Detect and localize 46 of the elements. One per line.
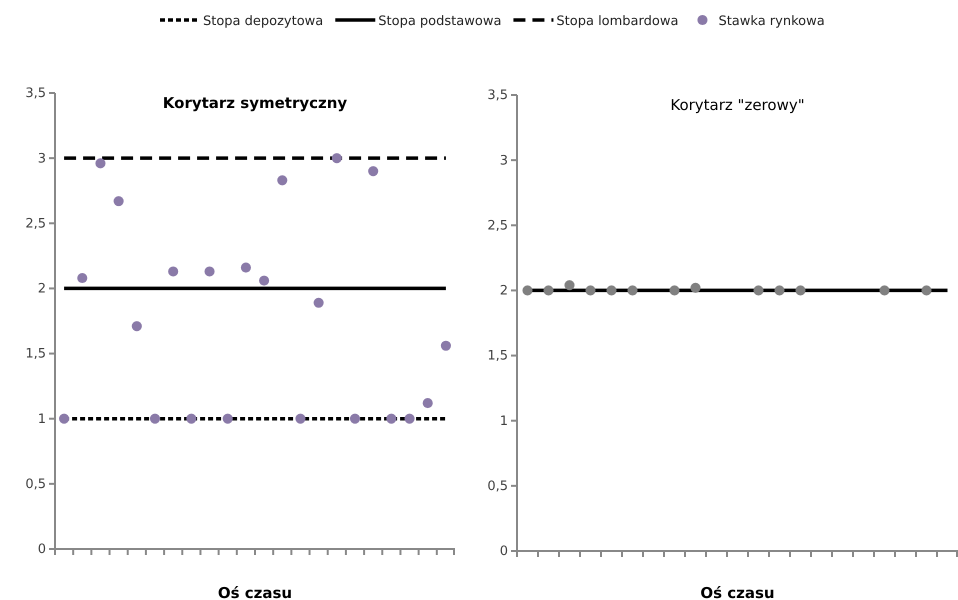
- chart-title: Korytarz symetryczny: [162, 94, 348, 112]
- y-tick-label: 0: [500, 544, 508, 560]
- point: [314, 298, 324, 308]
- point: [386, 414, 396, 424]
- point: [77, 272, 88, 284]
- y-tick-label: 1,5: [25, 346, 46, 362]
- y-tick-label: 2,5: [25, 216, 46, 232]
- point: [368, 166, 378, 176]
- point: [186, 414, 196, 424]
- point: [222, 414, 233, 424]
- x-axis-title: Oś czasu: [700, 584, 775, 600]
- point: [240, 262, 251, 273]
- point: [168, 266, 178, 277]
- chart-title: Korytarz "zerowy": [670, 96, 805, 114]
- legend-label: Stopa depozytowa: [203, 14, 324, 29]
- y-tick-label: 3: [38, 151, 46, 166]
- legend-label: Stopa lombardowa: [556, 14, 678, 29]
- point: [295, 414, 306, 424]
- point: [132, 321, 142, 332]
- y-tick-label: 1: [38, 412, 46, 427]
- y-tick-label: 2: [38, 282, 46, 297]
- y-tick-label: 1: [500, 414, 508, 429]
- point: [95, 158, 106, 168]
- legend-label: Stopa podstawowa: [378, 14, 502, 29]
- point: [114, 196, 124, 206]
- y-tick-label: 0,5: [25, 477, 46, 492]
- y-tick-label: 2,5: [487, 218, 508, 234]
- y-tick-label: 3: [500, 153, 508, 168]
- point: [404, 414, 415, 424]
- y-tick-label: 0: [38, 542, 46, 558]
- point: [204, 266, 215, 277]
- x-axis-title: Oś czasu: [218, 584, 292, 600]
- point: [332, 153, 342, 164]
- y-tick-label: 2: [500, 284, 508, 299]
- point: [59, 414, 70, 424]
- y-tick-label: 0,5: [487, 479, 508, 494]
- point: [440, 340, 451, 351]
- point: [422, 398, 433, 408]
- y-tick-label: 3,5: [487, 88, 508, 104]
- y-tick-label: 3,5: [25, 86, 46, 102]
- point: [259, 276, 270, 286]
- y-tick-label: 1,5: [487, 348, 508, 364]
- point: [150, 414, 160, 424]
- legend-label: Stawka rynkowa: [718, 14, 825, 29]
- point: [277, 175, 288, 186]
- point: [350, 414, 360, 424]
